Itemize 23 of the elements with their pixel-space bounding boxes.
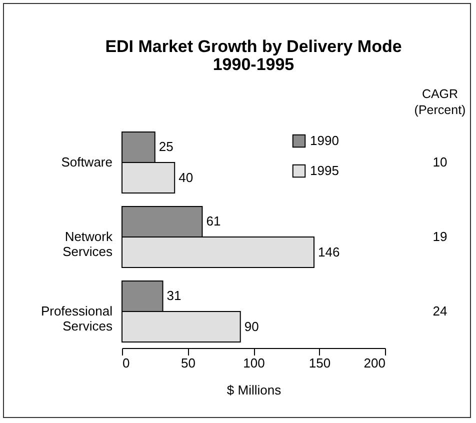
- data-label: 146: [318, 244, 340, 260]
- x-tick-label: 200: [364, 356, 386, 370]
- x-tick-label: 150: [308, 356, 331, 370]
- data-label: 61: [206, 214, 221, 229]
- x-axis-title: $ Millions: [226, 382, 282, 398]
- data-label: 90: [244, 318, 259, 334]
- y-tick-label: Software: [61, 154, 112, 170]
- data-label: 25: [158, 139, 174, 154]
- data-label: 40: [178, 170, 194, 185]
- x-tick-label: 0: [122, 356, 130, 370]
- text: 19: [432, 229, 448, 244]
- x-tick-label: 100: [243, 356, 265, 370]
- text: 24: [432, 303, 448, 318]
- chart-title: EDI Market Growth by Delivery Mode: [105, 37, 402, 56]
- x-tick-label: 50: [181, 356, 196, 370]
- y-tick-label: Professional Services: [40, 303, 113, 334]
- text: CAGR (Percent): [414, 87, 466, 117]
- y-tick-label: Network Services: [62, 229, 113, 259]
- data-label: 31: [166, 288, 182, 304]
- text: 10: [432, 154, 448, 170]
- legend-label: 1995: [310, 163, 339, 178]
- legend-label: 1990: [310, 133, 339, 148]
- chart-subtitle: 1990-1995: [212, 55, 294, 74]
